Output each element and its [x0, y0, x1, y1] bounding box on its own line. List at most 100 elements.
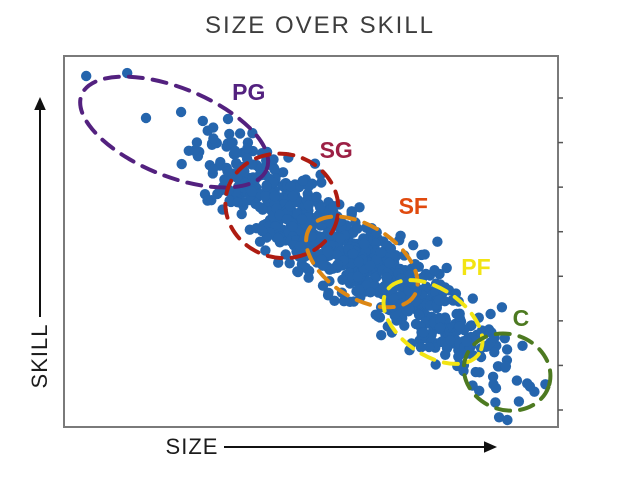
scatter-point — [429, 265, 440, 276]
scatter-point — [522, 378, 533, 389]
scatter-point — [183, 145, 194, 156]
y-axis: SKILL — [27, 97, 52, 388]
scatter-point — [432, 236, 443, 247]
scatter-point — [376, 330, 387, 341]
position-label-c: C — [513, 305, 530, 331]
scatter-point — [284, 258, 295, 269]
scatter-point — [346, 207, 357, 218]
position-label-sg: SG — [320, 137, 353, 163]
scatter-point — [433, 294, 445, 306]
scatter-point — [234, 128, 246, 139]
scatter-point — [358, 238, 370, 250]
scatter-point — [513, 396, 525, 407]
scatter-point — [227, 137, 238, 148]
scatter-point — [395, 230, 406, 241]
scatter-point — [287, 190, 299, 202]
scatter-point — [496, 302, 508, 313]
scatter-point — [493, 412, 505, 423]
scatter-point — [222, 113, 234, 125]
scatter-point — [352, 223, 363, 234]
scatter-point — [499, 333, 510, 344]
scatter-point — [317, 260, 328, 271]
scatter-point — [257, 204, 268, 215]
scatter-point — [207, 163, 219, 175]
scatter-point — [176, 158, 187, 170]
scatter-point — [454, 321, 465, 332]
scatter-point — [257, 225, 268, 237]
scatter-point — [423, 341, 435, 353]
scatter-point — [517, 340, 528, 351]
scatter-point — [313, 231, 325, 242]
scatter-point — [489, 347, 500, 358]
scatter-point — [191, 137, 203, 148]
scatter-point — [232, 197, 243, 208]
scatter-point — [208, 122, 219, 133]
scatter-point — [242, 143, 253, 154]
right-axis-ticks — [558, 97, 563, 411]
scatter-point — [272, 232, 284, 244]
scatter-point — [418, 327, 429, 338]
scatter-point — [269, 190, 280, 202]
scatter-point — [208, 133, 219, 144]
scatter-point — [277, 167, 289, 178]
position-ellipses — [78, 74, 553, 413]
scatter-point — [453, 351, 464, 362]
scatter-point — [250, 174, 261, 185]
scatter-point — [441, 262, 452, 274]
scatter-point — [419, 249, 430, 260]
position-ellipse-pg — [78, 74, 271, 190]
scatter-point — [246, 186, 258, 197]
scatter-point — [435, 314, 446, 326]
position-label-sf: SF — [399, 193, 428, 219]
scatter-point — [285, 180, 296, 192]
scatter-point — [461, 336, 472, 347]
position-ellipse-sg — [223, 151, 341, 261]
scatter-point — [490, 382, 502, 394]
scatter-point — [375, 247, 387, 258]
scatter-point — [314, 202, 326, 213]
scatter-point — [297, 175, 308, 186]
scatter-point — [421, 281, 432, 292]
scatter-point — [454, 311, 465, 322]
scatter-point — [352, 271, 363, 282]
chart-title: SIZE OVER SKILL — [204, 12, 436, 39]
scatter-point — [458, 365, 469, 377]
scatter-point — [247, 128, 258, 139]
scatter-point — [490, 397, 501, 408]
scatter-point — [222, 166, 233, 177]
scatter-point — [445, 335, 456, 346]
scatter-point — [353, 257, 365, 268]
y-axis-label: SKILL — [27, 324, 52, 389]
position-label-pf: PF — [461, 254, 490, 280]
scatter-point — [140, 112, 152, 124]
scatter-point — [292, 266, 303, 277]
y-axis-arrowhead-icon — [34, 97, 46, 110]
scatter-point — [408, 240, 419, 251]
scatter-point — [434, 322, 446, 333]
scatter-point — [316, 177, 327, 188]
scatter-point — [230, 145, 241, 157]
scatter-point — [334, 233, 346, 244]
position-label-pg: PG — [232, 79, 265, 105]
scatter-point — [370, 309, 381, 320]
scatter-point — [303, 272, 314, 283]
scatter-point — [381, 272, 392, 283]
x-axis: SIZE — [166, 434, 497, 459]
scatter-point — [354, 202, 365, 213]
scatter-point — [404, 270, 415, 281]
scatter-point — [332, 259, 343, 270]
scatter-point — [236, 208, 247, 220]
position-labels: PG SG SF PF C — [232, 79, 529, 331]
scatter-point — [261, 181, 272, 192]
scatter-point — [260, 245, 271, 256]
scatter-point — [347, 248, 359, 259]
position-ellipse-c — [461, 331, 553, 413]
scatter-point — [487, 371, 499, 382]
scatter-point — [202, 195, 213, 206]
scatter-point — [197, 115, 208, 127]
scatter-point — [296, 214, 308, 225]
scatter-point — [365, 287, 376, 298]
scatter-point — [232, 172, 243, 184]
